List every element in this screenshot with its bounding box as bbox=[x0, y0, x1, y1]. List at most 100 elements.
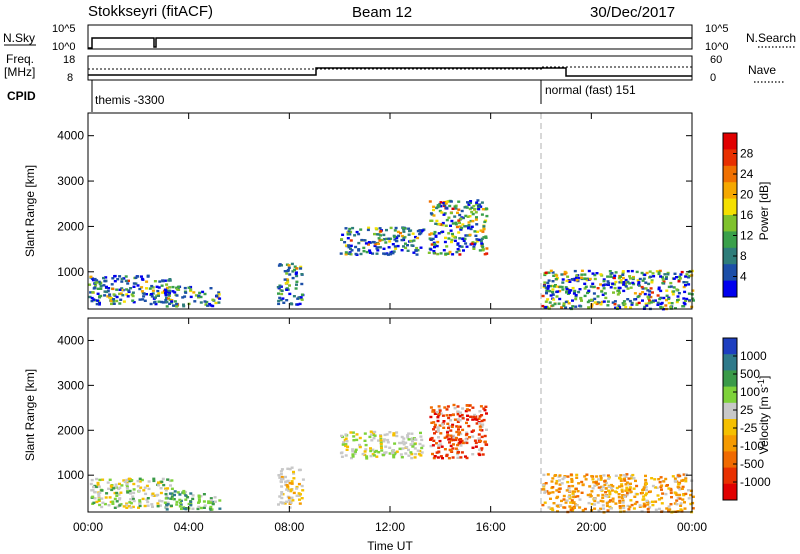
power-colorbar-segment bbox=[723, 215, 737, 232]
power-echo-region bbox=[339, 226, 426, 256]
power-colorbar-label: Power [dB] bbox=[757, 182, 771, 241]
velocity-colorbar-tick-label: -1000 bbox=[740, 475, 771, 489]
power-y-tick-label: 3000 bbox=[57, 174, 84, 188]
cpid-segment-1: themis -3300 bbox=[95, 93, 165, 107]
freq-right-tick-top: 60 bbox=[710, 54, 722, 66]
time-tick-label: 16:00 bbox=[476, 520, 506, 534]
velocity-colorbar-segment bbox=[723, 467, 737, 485]
time-axis-label: Time UT bbox=[367, 539, 413, 553]
noise-right-label: N.Search bbox=[746, 31, 796, 45]
power-y-label: Slant Range [km] bbox=[23, 165, 37, 257]
velocity-echo-region bbox=[339, 430, 425, 460]
freq-left-tick-bottom: 8 bbox=[67, 72, 73, 84]
date-title: 30/Dec/2017 bbox=[590, 4, 675, 21]
power-colorbar-tick-label: 12 bbox=[740, 229, 754, 243]
power-colorbar-segment bbox=[723, 149, 737, 167]
time-tick-label: 00:00 bbox=[677, 520, 707, 534]
power-colorbar-tick-label: 8 bbox=[740, 249, 747, 263]
freq-left-tick-top: 18 bbox=[63, 54, 75, 66]
velocity-colorbar-tick-label: -500 bbox=[740, 457, 764, 471]
power-panel-bg bbox=[88, 113, 692, 309]
velocity-colorbar-frame bbox=[722, 337, 738, 501]
velocity-colorbar-segment bbox=[723, 419, 737, 436]
velocity-colorbar-segment bbox=[723, 483, 737, 501]
power-echo-region bbox=[163, 285, 222, 308]
velocity-colorbar-segment bbox=[723, 354, 737, 371]
power-y-tick-label: 2000 bbox=[57, 219, 84, 233]
velocity-y-axis: 1000 2000 3000 4000 bbox=[57, 333, 692, 482]
power-echo-region bbox=[427, 199, 489, 256]
velocity-colorbar-tick-label: 25 bbox=[740, 403, 754, 417]
velocity-colorbar-tick-label: 1000 bbox=[740, 349, 767, 363]
velocity-echo-region bbox=[277, 466, 305, 509]
velocity-colorbar-tick-label: 500 bbox=[740, 367, 760, 381]
power-colorbar-segment bbox=[723, 247, 737, 265]
velocity-colorbar-tick-label: -25 bbox=[740, 421, 758, 435]
power-colorbar-tick-label: 24 bbox=[740, 167, 754, 181]
power-colorbar-tick-label: 20 bbox=[740, 188, 754, 202]
noise-sky-trace bbox=[88, 37, 692, 49]
velocity-echo-region bbox=[429, 403, 489, 460]
power-echo-region bbox=[276, 262, 305, 306]
velocity-y-tick-label: 1000 bbox=[57, 468, 84, 482]
freq-left-label-1: Freq. bbox=[6, 52, 34, 66]
velocity-colorbar-label: Velocity [m s-1] bbox=[756, 376, 771, 455]
noise-left-tick-bottom: 10^0 bbox=[52, 41, 76, 53]
velocity-y-label: Slant Range [km] bbox=[23, 369, 37, 461]
velocity-colorbar-segment bbox=[723, 370, 737, 388]
velocity-data-layer bbox=[89, 403, 695, 514]
power-y-axis: 1000 2000 3000 4000 bbox=[57, 129, 692, 279]
power-colorbar-tick-label: 16 bbox=[740, 208, 754, 222]
power-colorbar-segment bbox=[723, 198, 737, 216]
noise-right-tick-top: 10^5 bbox=[705, 23, 729, 35]
time-tick-label: 08:00 bbox=[274, 520, 304, 534]
power-colorbar-segment bbox=[723, 182, 737, 200]
power-echo-region bbox=[88, 274, 172, 306]
power-y-tick-label: 1000 bbox=[57, 265, 84, 279]
power-x-ticks bbox=[87, 113, 693, 309]
noise-left-label: N.Sky bbox=[3, 31, 35, 45]
power-colorbar-tick-label: 28 bbox=[740, 147, 754, 161]
velocity-colorbar-segment bbox=[723, 386, 737, 404]
power-y-tick-label: 4000 bbox=[57, 129, 84, 143]
power-colorbar-tick-label: 4 bbox=[740, 270, 747, 284]
velocity-colorbar-tick-label: 100 bbox=[740, 385, 760, 399]
freq-trace bbox=[88, 67, 692, 77]
nave-label: Nave bbox=[748, 63, 776, 77]
power-colorbar-segment bbox=[723, 280, 737, 298]
power-echo-region bbox=[541, 269, 695, 311]
beam-title: Beam 12 bbox=[352, 4, 412, 21]
velocity-colorbar-segment bbox=[723, 402, 737, 420]
power-panel: 1000 2000 3000 4000 Slant Range [km] 4 8 12 16… bbox=[23, 112, 771, 311]
noise-left-tick-top: 10^5 bbox=[52, 23, 76, 35]
freq-panel-frame bbox=[87, 55, 693, 81]
velocity-y-tick-label: 4000 bbox=[57, 333, 84, 347]
power-colorbar: 4 8 12 16 20 24 28 bbox=[722, 132, 754, 298]
cpid-label: CPID bbox=[7, 89, 36, 103]
time-tick-label: 04:00 bbox=[174, 520, 204, 534]
power-colorbar-segment bbox=[723, 133, 737, 150]
power-data-layer bbox=[88, 199, 695, 311]
freq-left-label-2: [MHz] bbox=[4, 65, 35, 79]
time-tick-label: 00:00 bbox=[73, 520, 103, 534]
velocity-y-tick-label: 2000 bbox=[57, 423, 84, 437]
power-colorbar-segment bbox=[723, 231, 737, 249]
velocity-colorbar: 1000 500 100 25 -25 -100 -500 -1000 bbox=[722, 337, 771, 501]
velocity-panel-bg bbox=[88, 318, 692, 512]
velocity-x-axis: 00:00 04:00 08:00 12:00 16:00 20:00 00:00 bbox=[73, 318, 707, 534]
power-colorbar-segment bbox=[723, 165, 737, 183]
freq-right-tick-bottom: 0 bbox=[710, 72, 716, 84]
cpid-segment-2: normal (fast) 151 bbox=[545, 83, 636, 97]
time-tick-label: 12:00 bbox=[375, 520, 405, 534]
velocity-colorbar-segment bbox=[723, 435, 737, 452]
velocity-panel: 1000 2000 3000 4000 00:00 04:00 08:00 12:00 16:… bbox=[23, 317, 771, 553]
power-colorbar-segment bbox=[723, 264, 737, 282]
noise-panel-frame bbox=[87, 24, 693, 50]
velocity-y-tick-label: 3000 bbox=[57, 378, 84, 392]
velocity-colorbar-tick-label: -100 bbox=[740, 439, 764, 453]
velocity-echo-region bbox=[89, 477, 174, 509]
noise-right-tick-bottom: 10^0 bbox=[705, 41, 729, 53]
station-title: Stokkseyri (fitACF) bbox=[88, 3, 213, 20]
velocity-echo-region bbox=[163, 489, 222, 511]
